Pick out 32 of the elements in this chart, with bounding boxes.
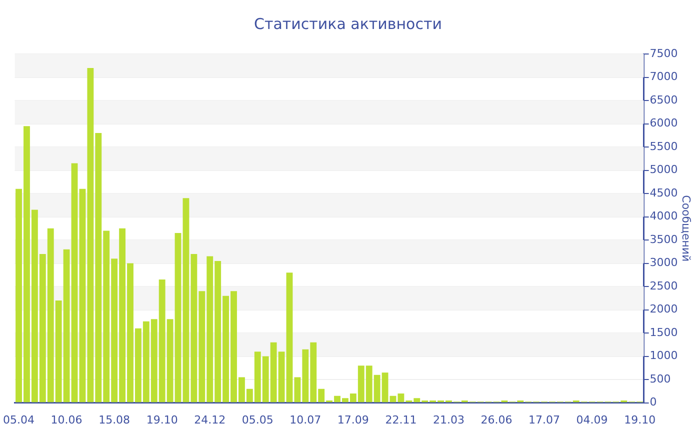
- y-tick-label: 0: [650, 396, 657, 409]
- y-tick-label: 7500: [650, 46, 678, 60]
- x-tick-label: 17.09: [337, 413, 369, 426]
- y-axis-title: Сообщений: [680, 195, 693, 262]
- x-tick-label: 19.10: [624, 413, 656, 426]
- y-tick-label: 4000: [650, 210, 678, 223]
- y-tick-label: 6000: [650, 116, 678, 130]
- y-tick-label: 500: [650, 372, 671, 386]
- y-tick-label: 4500: [650, 186, 678, 200]
- y-tick-label: 6500: [650, 93, 678, 106]
- x-tick-label: 26.06: [480, 413, 512, 426]
- y-tick-label: 1500: [650, 326, 678, 339]
- y-tick-label: 5500: [650, 140, 678, 153]
- y-tick-label: 3500: [650, 232, 678, 246]
- x-tick-label: 10.06: [50, 413, 82, 426]
- y-tick-label: 3000: [650, 256, 678, 270]
- x-tick-label: 05.05: [242, 413, 274, 426]
- y-tick-label: 1000: [650, 349, 678, 362]
- x-tick-label: 10.07: [290, 413, 322, 426]
- x-tick-label: 17.07: [528, 413, 560, 426]
- y-tick-label: 2500: [650, 279, 678, 292]
- chart-title: Статистика активности: [254, 14, 442, 33]
- x-tick-label: 24.12: [194, 413, 226, 426]
- y-tick-label: 7000: [650, 70, 678, 84]
- x-tick-label: 19.10: [146, 413, 178, 426]
- y-tick-label: 2000: [650, 302, 678, 316]
- x-tick-label: 15.08: [98, 413, 130, 426]
- x-tick-label: 04.09: [576, 413, 608, 426]
- x-tick-label: 22.11: [385, 413, 417, 426]
- x-tick-label: 21.03: [432, 413, 464, 426]
- x-tick-label: 05.04: [3, 413, 35, 426]
- y-tick-label: 5000: [650, 163, 678, 176]
